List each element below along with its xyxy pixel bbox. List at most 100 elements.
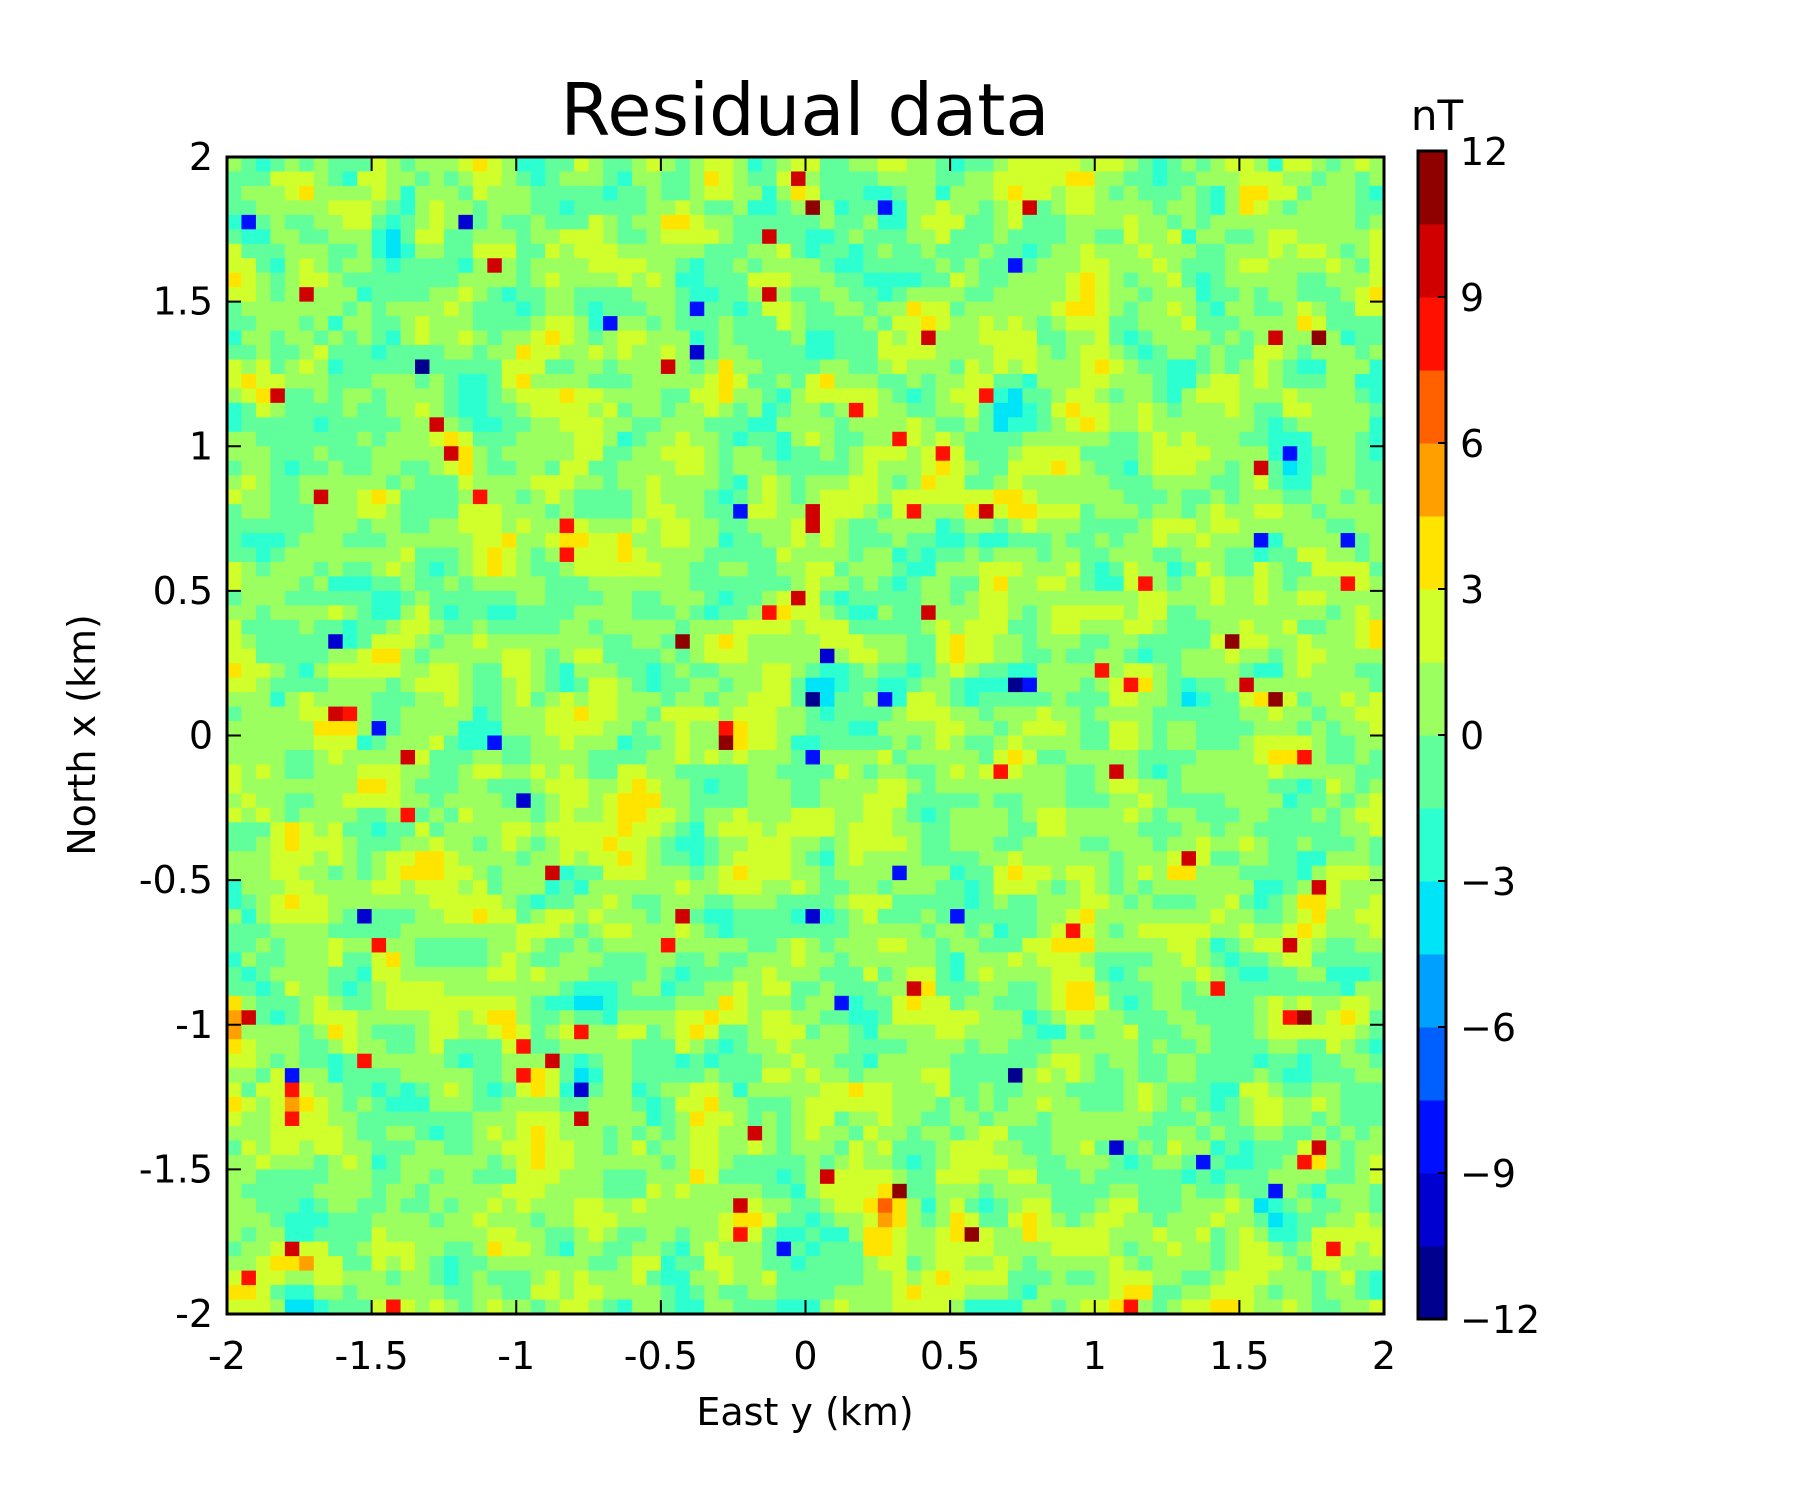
heatmap-cell: [530, 590, 546, 606]
heatmap-cell: [1297, 475, 1313, 491]
heatmap-cell: [1282, 677, 1298, 693]
heatmap-cell: [631, 200, 648, 216]
heatmap-cell: [646, 706, 662, 722]
heatmap-cell: [935, 518, 951, 534]
heatmap-cell: [1152, 981, 1168, 997]
heatmap-cell: [718, 316, 734, 332]
heatmap-cell: [993, 851, 1009, 867]
heatmap-cell: [747, 214, 763, 230]
heatmap-cell: [1326, 909, 1342, 925]
heatmap-cell: [241, 590, 257, 606]
heatmap-cell: [646, 865, 662, 881]
heatmap-cell: [1123, 533, 1139, 549]
heatmap-cell: [791, 518, 807, 534]
heatmap-cell: [603, 475, 619, 491]
heatmap-cell: [1369, 836, 1384, 852]
heatmap-cell: [501, 966, 517, 982]
heatmap-cell: [718, 981, 734, 997]
heatmap-cell: [501, 388, 517, 404]
heatmap-cell: [328, 692, 344, 708]
heatmap-cell: [1080, 200, 1096, 216]
heatmap-cell: [1355, 533, 1371, 549]
heatmap-cell: [545, 258, 561, 274]
heatmap-cell: [964, 909, 980, 925]
heatmap-cell: [617, 214, 633, 230]
heatmap-cell: [545, 345, 561, 361]
heatmap-cell: [1326, 894, 1342, 910]
heatmap-cell: [718, 229, 734, 245]
heatmap-cell: [574, 966, 590, 982]
heatmap-cell: [733, 778, 749, 794]
heatmap-cell: [1297, 446, 1313, 462]
heatmap-cell: [747, 605, 763, 621]
heatmap-cell: [660, 778, 676, 794]
heatmap-cell: [848, 851, 864, 867]
heatmap-cell: [935, 373, 951, 389]
heatmap-cell: [733, 402, 749, 418]
heatmap-cell: [255, 373, 271, 389]
heatmap-cell: [371, 605, 387, 621]
heatmap-cell: [284, 1053, 300, 1069]
heatmap-cell: [1152, 576, 1168, 592]
heatmap-cell: [646, 388, 662, 404]
heatmap-cell: [1253, 735, 1269, 751]
heatmap-cell: [718, 822, 734, 838]
heatmap-cell: [1109, 287, 1125, 303]
heatmap-cell: [472, 301, 488, 317]
heatmap-cell: [400, 547, 416, 563]
heatmap-cell: [1007, 937, 1024, 954]
heatmap-cell: [689, 417, 705, 433]
heatmap-cell: [241, 981, 257, 997]
heatmap-cell: [1239, 778, 1255, 794]
heatmap-cell: [458, 865, 474, 881]
heatmap-cell: [241, 431, 257, 447]
heatmap-cell: [284, 316, 300, 332]
heatmap-cell: [429, 692, 445, 708]
heatmap-cell: [487, 822, 503, 838]
heatmap-cell: [1297, 721, 1313, 737]
heatmap-cell: [950, 185, 966, 201]
heatmap-cell: [1138, 518, 1154, 534]
heatmap-cell: [1167, 865, 1183, 881]
heatmap-cell: [241, 735, 257, 751]
heatmap-cell: [1036, 475, 1052, 491]
heatmap-cell: [1094, 865, 1110, 881]
heatmap-cell: [559, 402, 575, 418]
heatmap-cell: [530, 171, 546, 187]
heatmap-cell: [328, 171, 344, 187]
heatmap-cell: [313, 605, 329, 621]
heatmap-cell: [328, 359, 344, 375]
heatmap-cell: [689, 345, 705, 361]
heatmap-cell: [1239, 301, 1255, 317]
heatmap-cell: [1080, 634, 1096, 650]
heatmap-cell: [270, 807, 286, 823]
heatmap-cell: [921, 373, 937, 389]
heatmap-cell: [1167, 648, 1183, 664]
heatmap-cell: [964, 590, 980, 606]
heatmap-cell: [848, 937, 864, 954]
heatmap-cell: [415, 735, 431, 751]
heatmap-cell: [660, 995, 676, 1011]
heatmap-cell: [1065, 214, 1081, 230]
heatmap-cell: [993, 258, 1009, 274]
heatmap-cell: [1036, 460, 1052, 476]
heatmap-cell: [1311, 923, 1327, 939]
heatmap-cell: [1355, 504, 1371, 520]
heatmap-cell: [386, 243, 402, 259]
heatmap-cell: [472, 735, 488, 751]
heatmap-cell: [516, 677, 532, 693]
heatmap-cell: [501, 836, 517, 852]
heatmap-cell: [603, 937, 619, 954]
heatmap-cell: [328, 1053, 344, 1069]
heatmap-cell: [1195, 894, 1212, 910]
heatmap-cell: [834, 547, 850, 563]
heatmap-cell: [487, 677, 503, 693]
heatmap-cell: [255, 446, 271, 462]
heatmap-cell: [1326, 475, 1342, 491]
heatmap-cell: [660, 619, 676, 635]
heatmap-cell: [1123, 272, 1139, 288]
heatmap-cell: [1253, 981, 1269, 997]
heatmap-cell: [776, 721, 792, 737]
heatmap-cell: [675, 735, 691, 751]
heatmap-cell: [1051, 446, 1067, 462]
